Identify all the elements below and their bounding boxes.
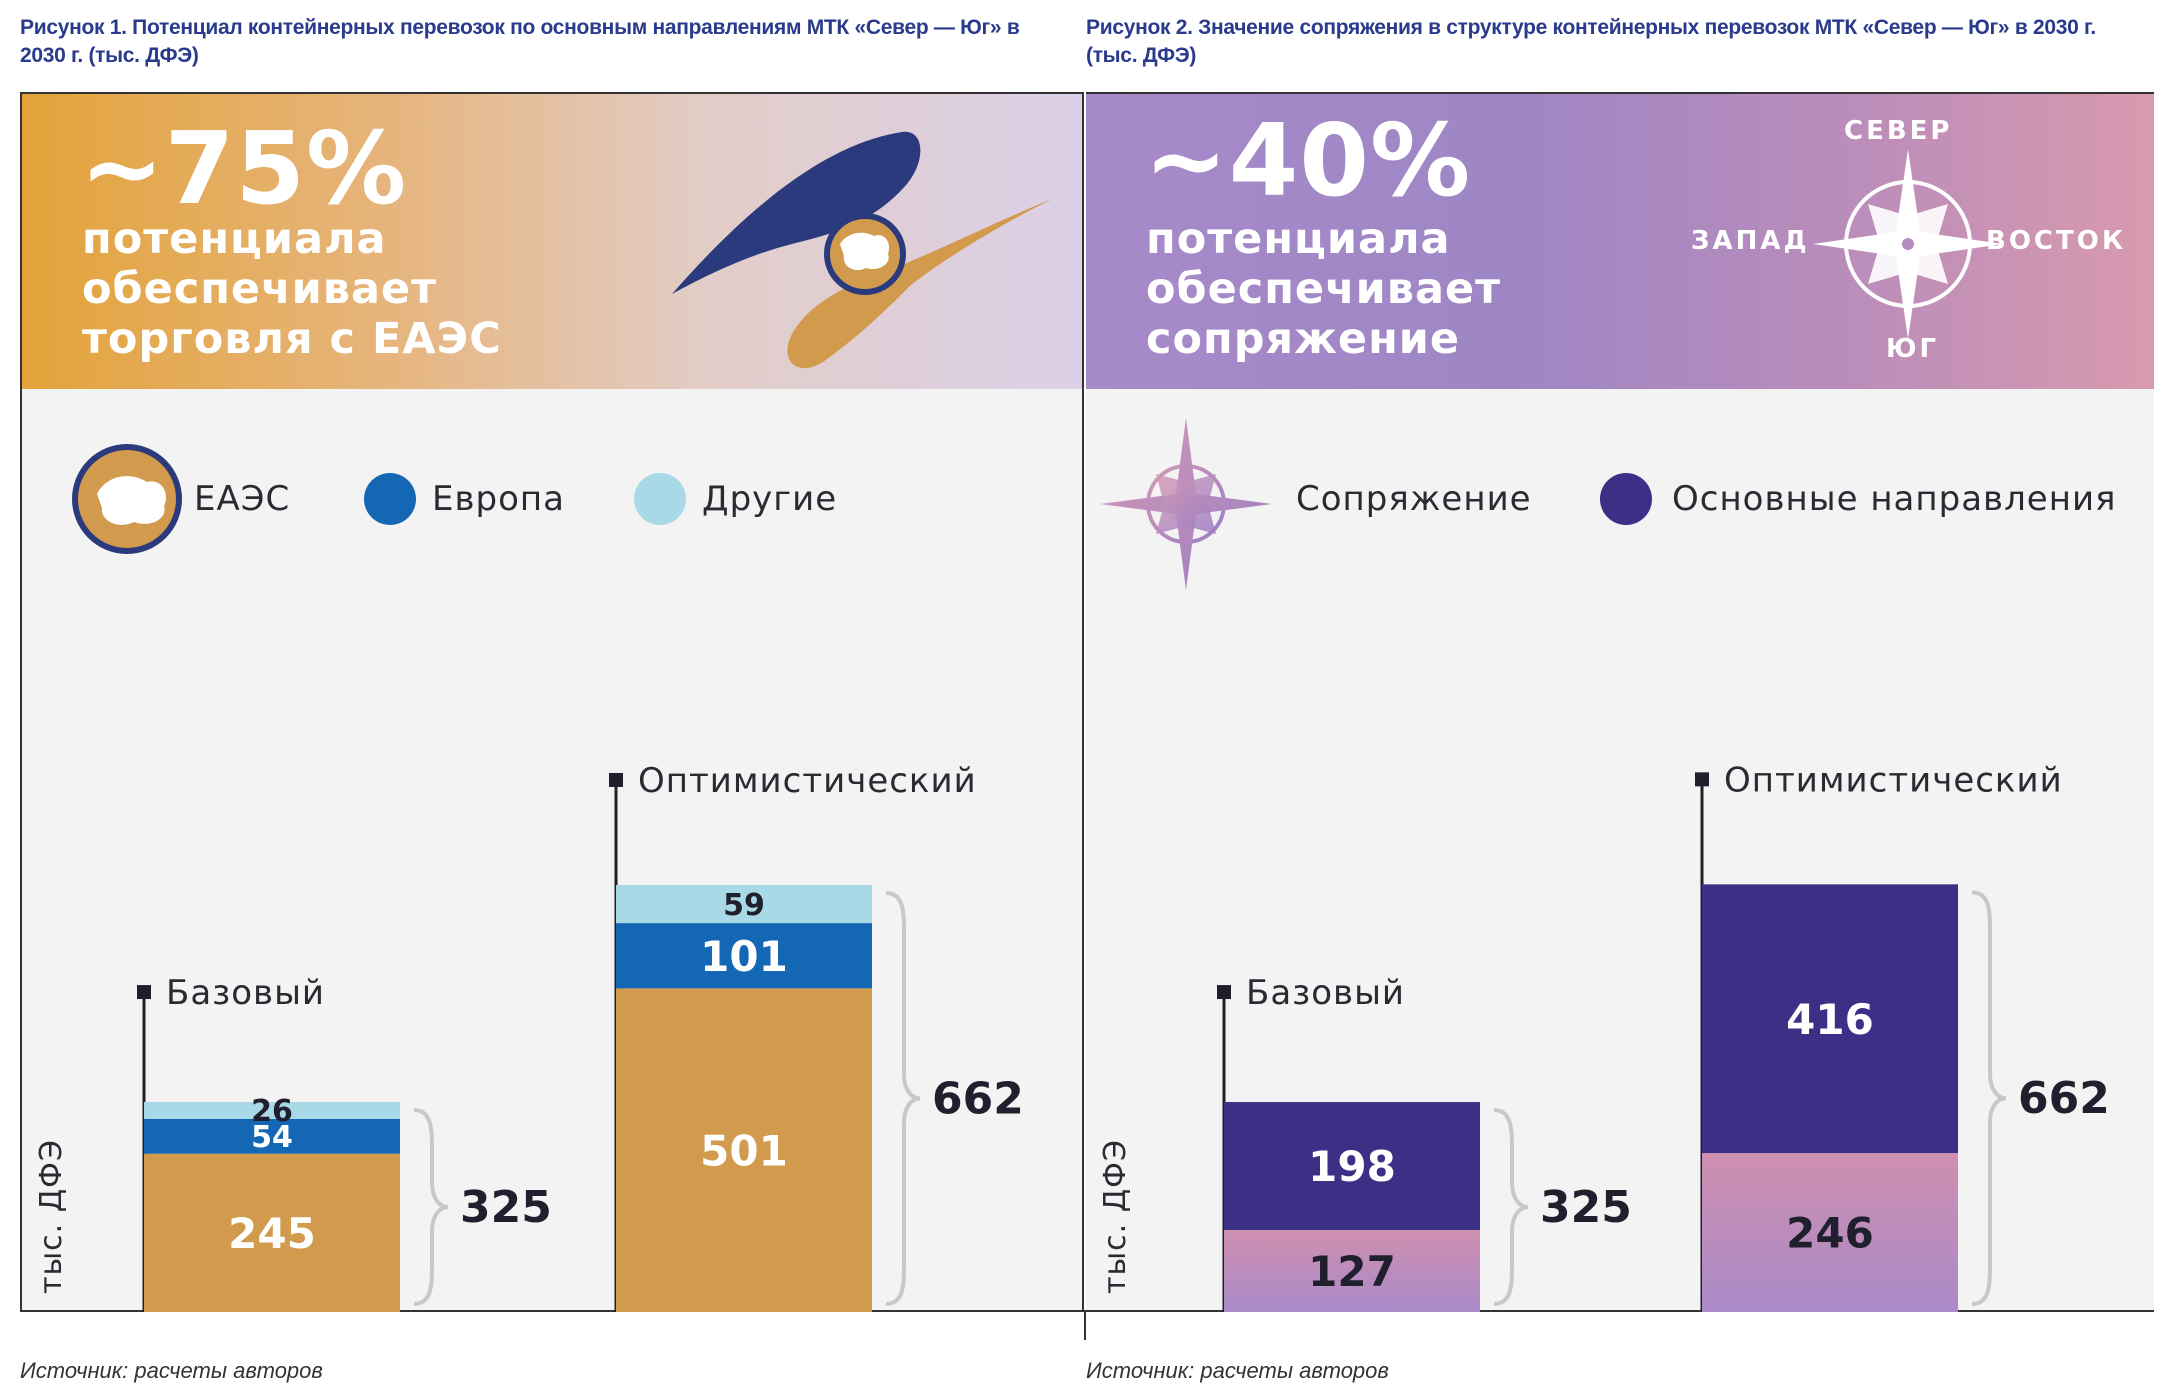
- data-label-1-0: 501: [700, 1126, 788, 1175]
- bar-segment-1-1: [1702, 884, 1958, 1154]
- banner-percent: ~40%: [1144, 102, 1472, 219]
- legend-label-other: Другие: [702, 479, 838, 519]
- legend-compass-star-icon: [1100, 418, 1272, 590]
- chart-panel-left: ~75% потенциала обеспечивает торговля с …: [20, 92, 1084, 1312]
- total-brace-0: [1493, 1108, 1529, 1306]
- banner-line-2: обеспечивает: [1146, 264, 1502, 314]
- total-label-0: 325: [460, 1182, 552, 1233]
- category-label-0: Базовый: [1246, 973, 1405, 1013]
- data-label-1-1: 101: [700, 932, 788, 981]
- bar-segment-1-0: [616, 988, 872, 1312]
- figure-caption-right: Рисунок 2. Значение сопряжения в структу…: [1086, 16, 2096, 67]
- data-label-0-0: 127: [1308, 1247, 1396, 1296]
- bar-segment-0-1: [1224, 1102, 1480, 1230]
- banner-line-3: торговля с ЕАЭС: [82, 314, 502, 364]
- bar-segment-0-0: [1224, 1229, 1480, 1312]
- banner-percent: ~75%: [80, 110, 408, 227]
- compass-east-label: ВОСТОК: [1986, 226, 2127, 256]
- eaeu-logo-icon: [672, 131, 1052, 369]
- legend-main-directions-circle-icon: [1600, 473, 1652, 525]
- total-brace-1: [1971, 890, 2007, 1306]
- banner-line-3: сопряжение: [1146, 314, 1461, 364]
- data-label-0-2: 26: [251, 1094, 293, 1129]
- category-label-0: Базовый: [166, 973, 325, 1013]
- category-label-1: Оптимистический: [1724, 760, 2063, 800]
- banner-line-2: обеспечивает: [82, 264, 438, 314]
- banner-right: ~40% потенциала обеспечивает сопряжение …: [1086, 94, 2154, 389]
- bar-segment-1-1: [616, 923, 872, 989]
- bar-segment-1-0: [1702, 1153, 1958, 1312]
- legend-label-conjunction: Сопряжение: [1296, 479, 1532, 519]
- category-marker-1: [609, 772, 623, 787]
- y-axis-unit-label: тыс. ДФЭ: [34, 1139, 69, 1294]
- legend-label-main-directions: Основные направления: [1672, 479, 2117, 519]
- chart-panel-right: ~40% потенциала обеспечивает сопряжение …: [1086, 92, 2154, 1312]
- compass-south-label: ЮГ: [1886, 334, 1940, 364]
- source-note-left: Источник: расчеты авторов: [20, 1358, 323, 1383]
- data-label-0-0: 245: [228, 1209, 316, 1258]
- bar-segment-1-2: [616, 884, 872, 924]
- total-label-1: 662: [932, 1073, 1024, 1124]
- banner-left: ~75% потенциала обеспечивает торговля с …: [22, 94, 1082, 389]
- total-brace-0: [413, 1108, 449, 1306]
- legend-label-eaeu: ЕАЭС: [194, 479, 291, 519]
- banner-line-1: потенциала: [1146, 214, 1451, 264]
- compass-north-label: СЕВЕР: [1844, 116, 1953, 146]
- legend-europe-circle-icon: [364, 473, 416, 525]
- stacked-bar-chart-right: Базовый 127 198 325 Оптимистический 246 416 662: [1217, 760, 2110, 1312]
- bar-segment-0-2: [144, 1102, 400, 1119]
- category-marker-0: [137, 985, 151, 1000]
- data-label-1-1: 416: [1786, 995, 1874, 1044]
- data-label-1-2: 59: [723, 888, 765, 923]
- total-label-1: 662: [2018, 1073, 2110, 1124]
- data-label-1-0: 246: [1786, 1209, 1874, 1258]
- legend-other-circle-icon: [634, 473, 686, 525]
- legend-eaeu-icon: [72, 444, 182, 554]
- panel-divider-tick: [1084, 1310, 1086, 1340]
- total-brace-1: [885, 890, 921, 1306]
- category-label-1: Оптимистический: [638, 761, 977, 801]
- compass-west-label: ЗАПАД: [1691, 226, 1810, 256]
- bar-segment-0-0: [144, 1153, 400, 1312]
- category-marker-1: [1695, 772, 1709, 787]
- total-label-0: 325: [1540, 1182, 1632, 1233]
- banner-line-1: потенциала: [82, 214, 387, 264]
- source-note-right: Источник: расчеты авторов: [1086, 1358, 1389, 1383]
- bar-segment-0-1: [144, 1118, 400, 1154]
- y-axis-unit-label: тыс. ДФЭ: [1098, 1139, 1133, 1294]
- data-label-0-1: 198: [1308, 1142, 1396, 1191]
- data-label-0-1: 54: [251, 1120, 293, 1155]
- legend-label-europe: Европа: [432, 479, 565, 519]
- category-marker-0: [1217, 985, 1231, 1000]
- figure-caption-left: Рисунок 1. Потенциал контейнерных перево…: [20, 16, 1020, 67]
- compass-rose-icon: [1813, 149, 2003, 339]
